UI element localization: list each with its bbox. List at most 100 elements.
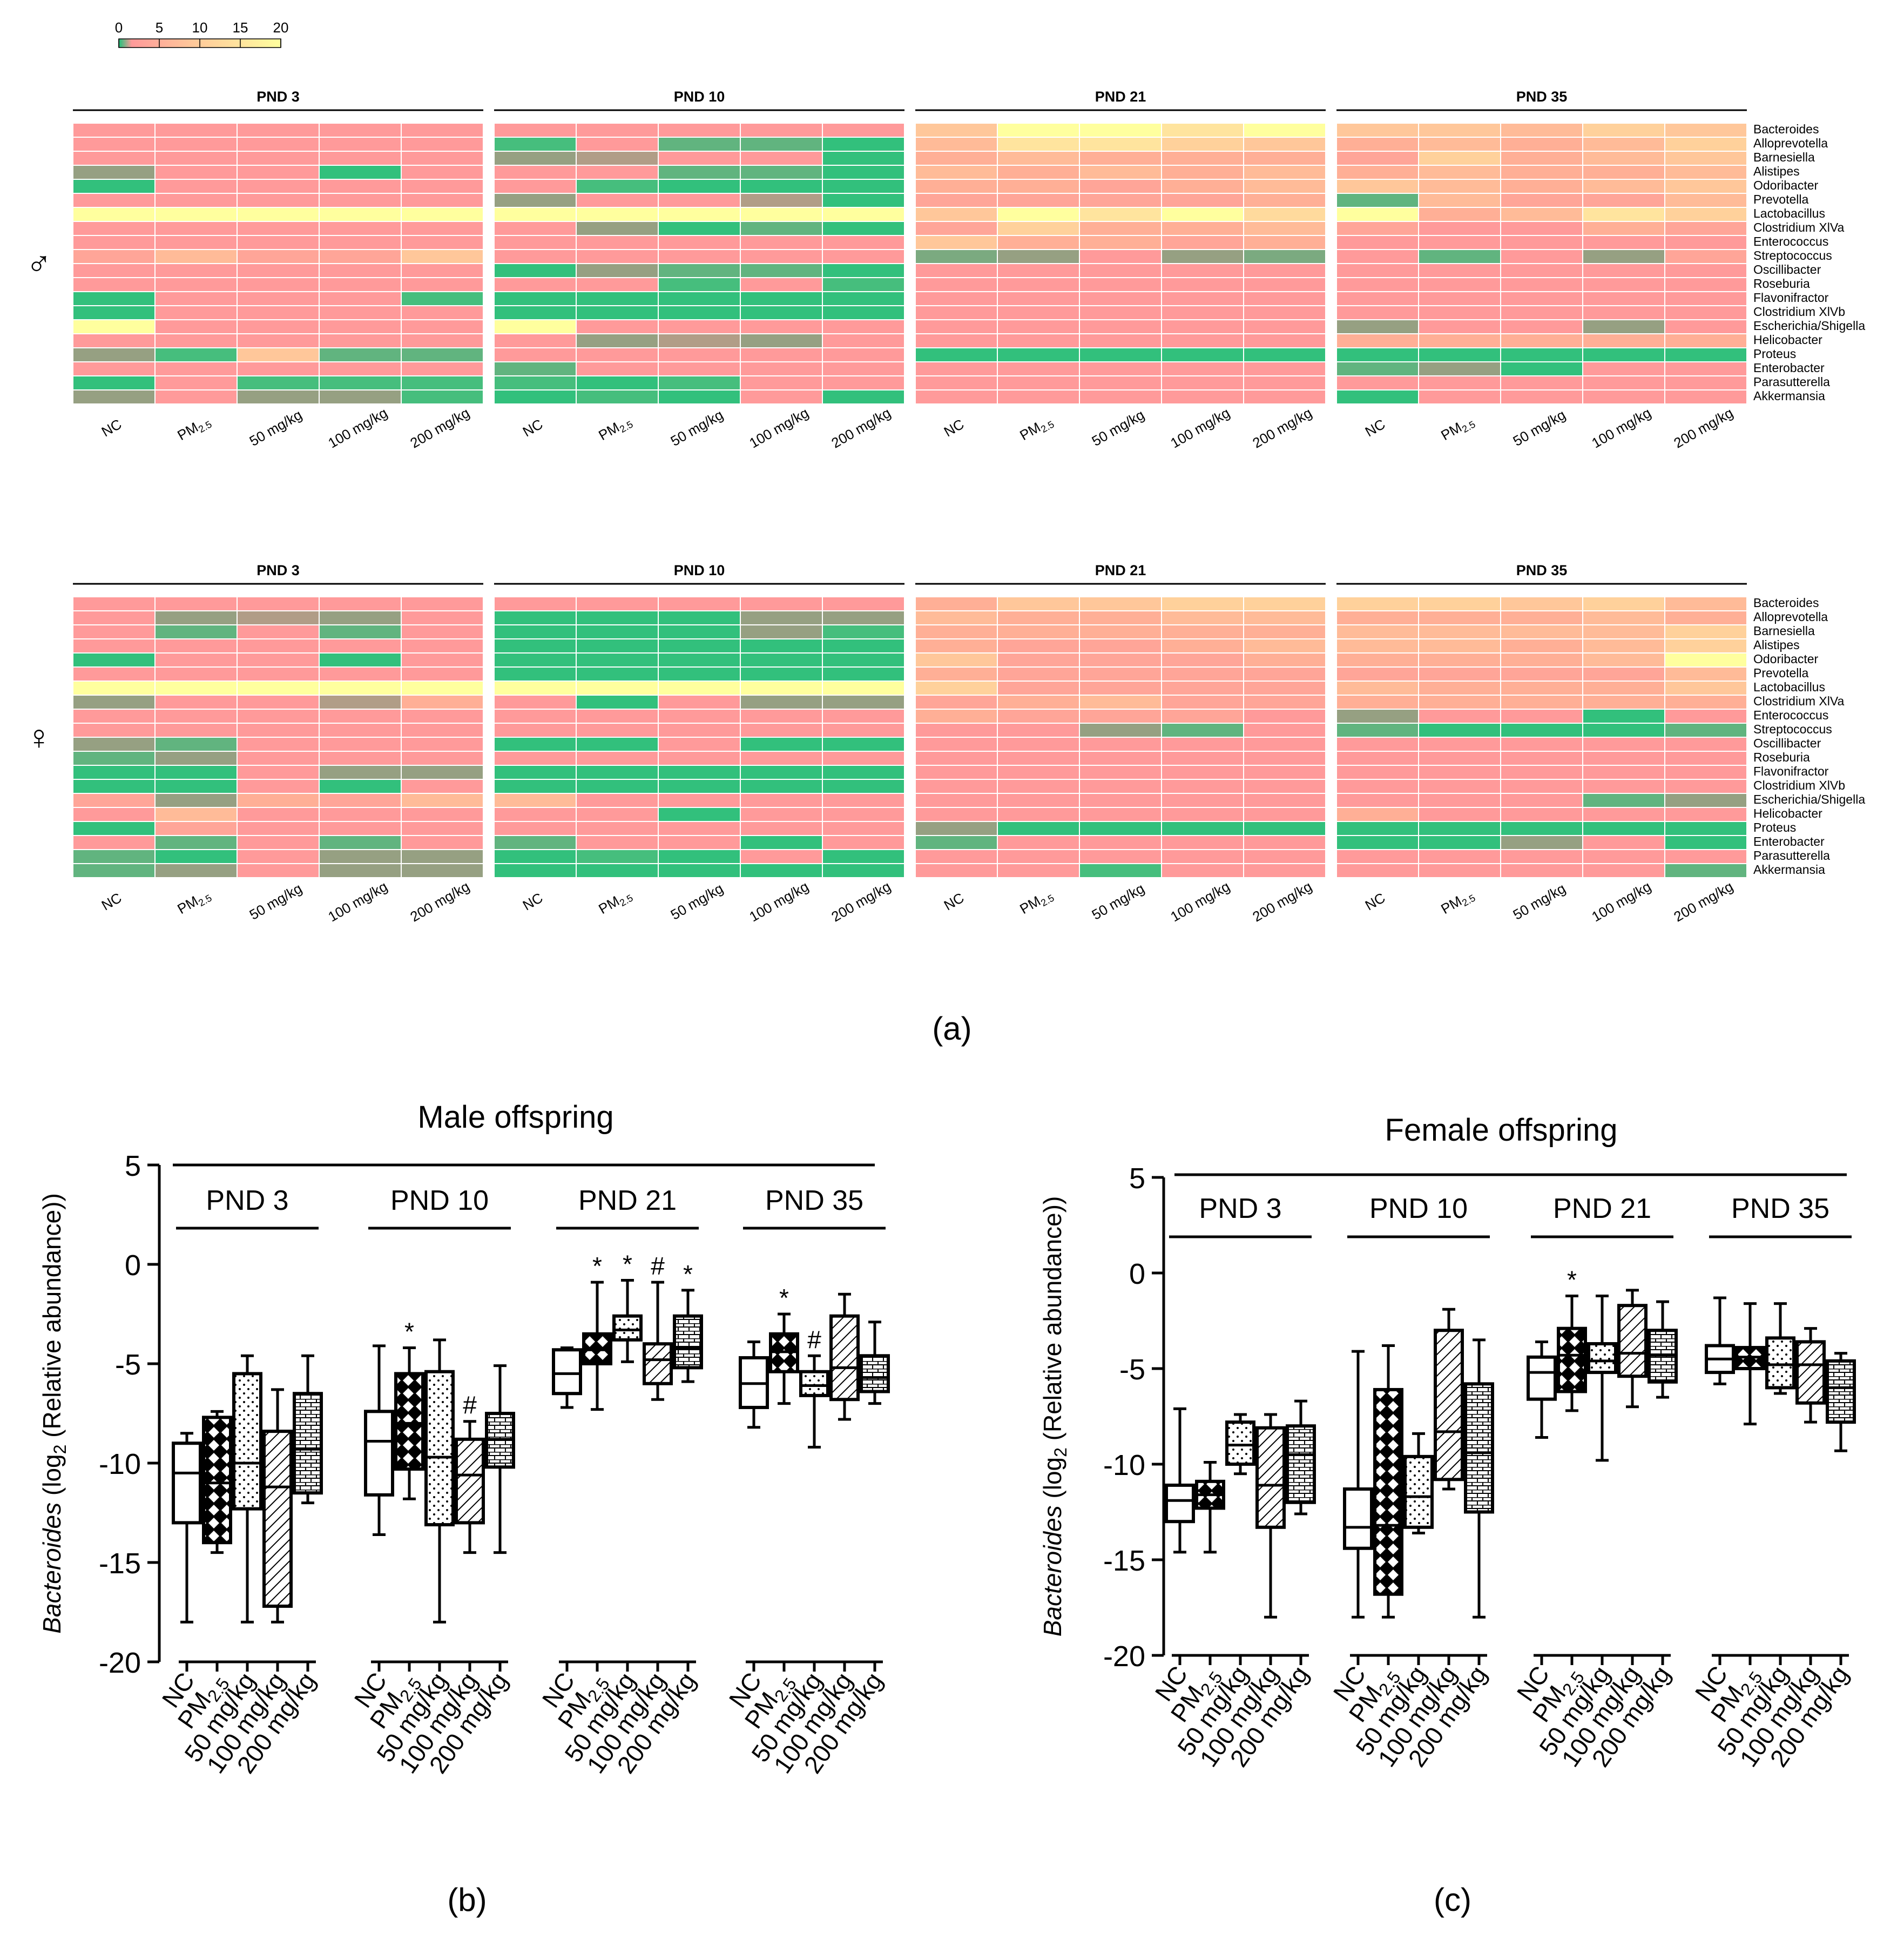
heatmap-cell [1664,165,1747,180]
heatmap-cell [1664,319,1747,334]
heatmap-cell [1500,610,1583,625]
heatmap-cell [72,263,156,278]
heatmap-cell [822,638,905,654]
heatmap-cell [494,361,577,376]
heatmap-cell [822,221,905,236]
heatmap-cell [1582,389,1665,405]
heatmap-cell [997,123,1080,138]
heatmap-cell [740,666,823,682]
heatmap-cell [401,666,484,682]
heatmap-cell [72,863,156,878]
genus-label: Escherichia/Shigella [1753,319,1865,333]
heatmap-cell [1664,652,1747,668]
heatmap-cell [494,709,577,724]
heatmap-cell [576,347,659,362]
heatmap-cell [1582,666,1665,682]
heatmap-group-label: NC [1362,416,1388,440]
heatmap-cell [1243,151,1326,166]
heatmap-cell [1664,610,1747,625]
heatmap-cell [401,375,484,390]
heatmap-cell [658,666,741,682]
heatmap-group-label: PM2.5 [596,886,634,919]
heatmap-cell [658,389,741,405]
heatmap-cell [154,610,238,625]
heatmap-cell [237,807,320,822]
genus-label: Bacteroides [1753,596,1819,610]
heatmap-cell [237,361,320,376]
heatmap-cell [72,179,156,194]
heatmap-cell [319,610,402,625]
heatmap-cell [401,235,484,250]
heatmap-cell [1243,638,1326,654]
box-body [1826,1359,1856,1424]
heatmap-cell [1500,863,1583,878]
significance-mark: * [404,1318,414,1346]
heatmap-cell [1243,807,1326,822]
heatmap-cell [1161,333,1244,348]
heatmap-cell [915,849,998,864]
heatmap-cell [658,793,741,808]
heatmap-cell [740,610,823,625]
y-tick-label: -20 [1103,1640,1145,1673]
heatmap-cell [1582,863,1665,878]
heatmap-cell [1243,305,1326,320]
heatmap-cell [915,723,998,738]
box-body [1557,1326,1587,1393]
heatmap-cell [401,291,484,306]
heatmap-cell [740,681,823,696]
heatmap-cell [658,221,741,236]
box-body [1464,1382,1494,1514]
genus-label: Clostridium XlVb [1753,778,1845,792]
genus-label: Odoribacter [1753,652,1819,666]
heatmap-cell [1336,666,1419,682]
heatmap-cell [658,263,741,278]
heatmap-cell [915,389,998,405]
heatmap-cell [237,765,320,780]
heatmap-cell [154,751,238,766]
heatmap-cell [997,165,1080,180]
heatmap-cell [494,263,577,278]
heatmap-cell [401,737,484,752]
heatmap-cell [1664,835,1747,850]
heatmap-cell [740,863,823,878]
panel-header-label: PND 21 [1095,562,1146,578]
heatmap-cell [72,291,156,306]
heatmap-cell [576,179,659,194]
heatmap-cell [658,779,741,794]
box-nc: NC [536,1346,582,1713]
heatmap-cell [576,137,659,152]
heatmap-cell [154,849,238,864]
heatmap-row-female: ♀PND 3NC PM2.5 50 mg/kg 100 mg/kg 200 mg/kgP… [26,562,1865,925]
genus-label: Alloprevotella [1753,610,1828,624]
heatmap-cell [154,221,238,236]
heatmap-cell [997,807,1080,822]
heatmap-cell [576,193,659,208]
heatmap-cell [1500,361,1583,376]
heatmap-cell [1664,137,1747,152]
heatmap-cell [1079,835,1162,850]
heatmap-cell [576,305,659,320]
heatmap-cell [997,375,1080,390]
heatmap-cell [237,123,320,138]
heatmap-cell [658,291,741,306]
heatmap-cell [1079,249,1162,264]
heatmap-cell [1336,652,1419,668]
heatmap-cell [1664,179,1747,194]
heatmap-cell [154,249,238,264]
heatmap-cell [740,835,823,850]
heatmap-cell [1079,221,1162,236]
heatmap-cell [1161,375,1244,390]
heatmap-cell [1500,723,1583,738]
heatmap-cell [154,652,238,668]
heatmap-cell [1500,638,1583,654]
heatmap-cell [1664,695,1747,710]
genus-label: Prevotella [1753,192,1808,206]
heatmap-cell [319,277,402,292]
significance-mark: # [651,1252,665,1280]
heatmap-cell [1418,666,1501,682]
heatmap-cell [1336,179,1419,194]
heatmap-cell [1582,361,1665,376]
heatmap-cell [401,709,484,724]
